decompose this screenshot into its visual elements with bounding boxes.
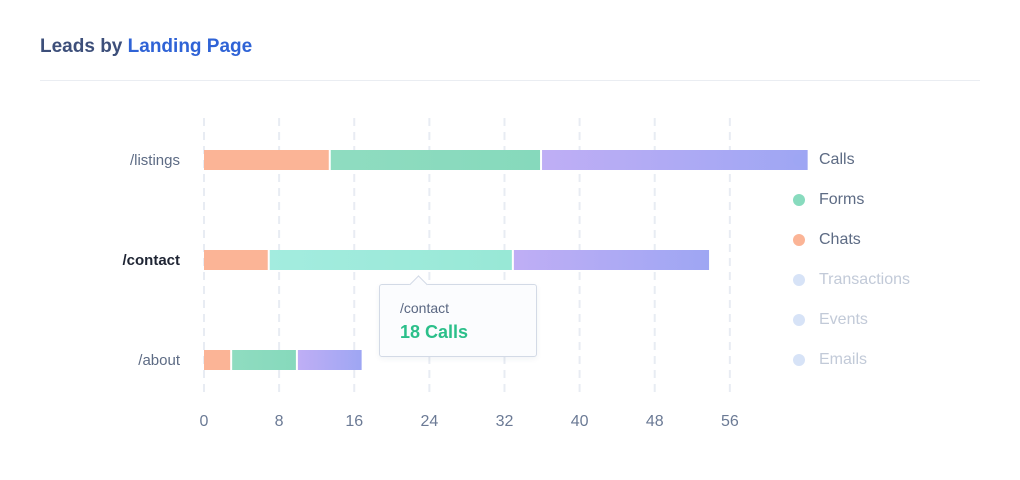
chart-legend: Calls Forms Chats Transactions Events Emails: [793, 140, 910, 380]
legend-label: Calls: [819, 151, 855, 168]
legend-label: Emails: [819, 351, 868, 368]
x-tick-label: 56: [721, 413, 739, 430]
chart-title-part2: Landing Page: [127, 36, 253, 57]
bar-segment-forms[interactable]: [269, 250, 512, 270]
category-label: /about: [138, 352, 181, 369]
legend-dot-icon: [793, 154, 805, 166]
category-label: /listings: [130, 152, 180, 169]
chart-tooltip: /contact 18 Calls: [379, 275, 537, 357]
bar-segment-forms[interactable]: [232, 350, 296, 370]
legend-dot-icon: [793, 354, 805, 366]
legend-dot-icon: [793, 274, 805, 286]
x-tick-label: 0: [200, 413, 209, 430]
bar-segment-calls[interactable]: [297, 350, 362, 370]
bar-segment-calls[interactable]: [542, 150, 808, 170]
legend-item-emails[interactable]: Emails: [793, 340, 910, 380]
category-label: /contact: [122, 252, 180, 269]
chart-title: Leads by Landing Page: [40, 36, 252, 58]
bar-segment-calls[interactable]: [513, 250, 710, 270]
legend-item-chats[interactable]: Chats: [793, 220, 910, 260]
x-tick-label: 48: [646, 413, 664, 430]
tooltip-value: 18 Calls: [400, 322, 469, 342]
x-tick-label: 32: [496, 413, 514, 430]
legend-dot-icon: [793, 314, 805, 326]
x-tick-label: 8: [275, 413, 284, 430]
header-divider: [40, 80, 980, 81]
legend-item-calls[interactable]: Calls: [793, 140, 910, 180]
legend-label: Forms: [819, 191, 865, 208]
x-tick-label: 40: [571, 413, 589, 430]
chart-title-part1: Leads by: [40, 36, 123, 57]
x-tick-label: 16: [345, 413, 363, 430]
bar-segment-chats[interactable]: [204, 350, 231, 370]
legend-item-forms[interactable]: Forms: [793, 180, 910, 220]
bar-segment-chats[interactable]: [204, 150, 329, 170]
legend-item-transactions[interactable]: Transactions: [793, 260, 910, 300]
legend-dot-icon: [793, 234, 805, 246]
legend-item-events[interactable]: Events: [793, 300, 910, 340]
legend-dot-icon: [793, 194, 805, 206]
legend-label: Chats: [819, 231, 861, 248]
legend-label: Events: [819, 311, 868, 328]
tooltip-title: /contact: [400, 300, 450, 316]
bar-segment-forms[interactable]: [330, 150, 541, 170]
bar-segment-chats[interactable]: [204, 250, 268, 270]
legend-label: Transactions: [819, 271, 910, 288]
x-tick-label: 24: [420, 413, 438, 430]
